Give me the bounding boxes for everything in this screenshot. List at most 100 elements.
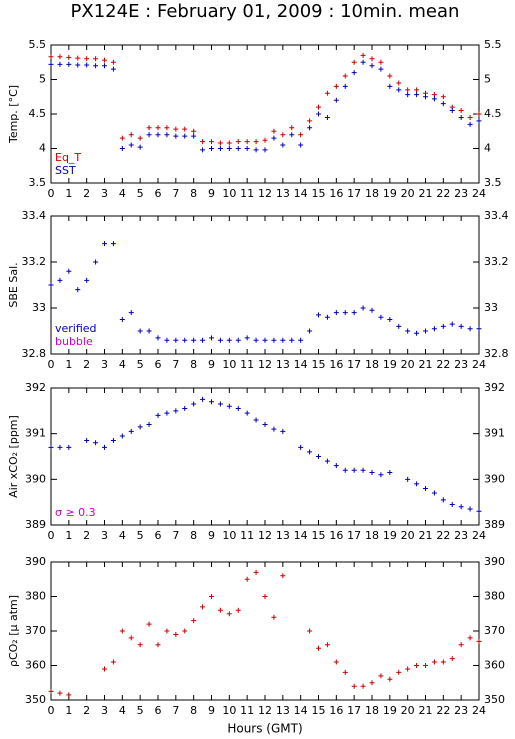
- data-point: [414, 87, 420, 93]
- data-point: [351, 310, 357, 316]
- data-point: [164, 132, 170, 138]
- x-tick-label: 24: [472, 187, 486, 200]
- x-tick-label: 6: [155, 358, 162, 371]
- x-tick-label: 4: [119, 187, 126, 200]
- y-tick-label: 4: [39, 142, 46, 155]
- data-point: [182, 133, 188, 139]
- data-point: [57, 61, 63, 67]
- x-tick-label: 10: [222, 704, 236, 717]
- data-point: [351, 683, 357, 689]
- data-point: [253, 147, 259, 153]
- y-tick-label-right: 4.5: [484, 107, 502, 120]
- x-tick-label: 21: [419, 358, 433, 371]
- data-point: [110, 438, 116, 444]
- y-tick-label: 4.5: [29, 107, 47, 120]
- x-tick-label: 23: [454, 358, 468, 371]
- x-tick-label: 17: [347, 529, 361, 542]
- data-point: [182, 628, 188, 634]
- x-tick-label: 23: [454, 704, 468, 717]
- data-point: [84, 277, 90, 283]
- data-point: [110, 66, 116, 72]
- data-point: [66, 692, 72, 698]
- x-tick-label: 20: [401, 358, 415, 371]
- data-point: [324, 642, 330, 648]
- x-tick-label: 3: [101, 358, 108, 371]
- y-tick-label: 3.5: [29, 176, 47, 189]
- data-point: [191, 401, 197, 407]
- data-point: [119, 433, 125, 439]
- data-point: [244, 139, 250, 145]
- data-point: [137, 328, 143, 334]
- data-point: [378, 673, 384, 679]
- y-tick-label: 5.5: [29, 38, 47, 51]
- y-tick-label: 392: [25, 381, 46, 394]
- data-point: [119, 146, 125, 151]
- x-tick-label: 11: [240, 529, 254, 542]
- x-tick-label: 2: [83, 187, 90, 200]
- data-point: [298, 142, 304, 148]
- x-tick-label: 16: [329, 358, 343, 371]
- annotation: σ ≥ 0.3: [55, 506, 96, 519]
- x-tick-label: 20: [401, 704, 415, 717]
- data-point: [217, 337, 223, 343]
- x-tick-label: 4: [119, 704, 126, 717]
- x-tick-label: 1: [65, 187, 72, 200]
- legend-entry: verified: [55, 322, 97, 335]
- data-point: [333, 659, 339, 665]
- y-tick-label-right: 33.2: [484, 255, 509, 268]
- data-point: [440, 497, 446, 503]
- x-tick-label: 5: [137, 529, 144, 542]
- x-tick-label: 10: [222, 358, 236, 371]
- data-point: [307, 628, 313, 634]
- y-tick-label-right: 5.5: [484, 38, 502, 51]
- x-tick-label: 15: [312, 187, 326, 200]
- data-point: [164, 628, 170, 634]
- data-point: [342, 310, 348, 316]
- x-tick-label: 17: [347, 704, 361, 717]
- data-point: [271, 128, 277, 134]
- data-point: [155, 335, 161, 341]
- data-point: [458, 642, 464, 648]
- data-point: [128, 142, 134, 148]
- x-tick-label: 13: [276, 358, 290, 371]
- data-point: [449, 656, 455, 662]
- data-point: [467, 635, 473, 641]
- data-point: [235, 139, 241, 145]
- data-point: [226, 337, 232, 343]
- x-tick-label: 9: [208, 358, 215, 371]
- data-point: [217, 401, 223, 407]
- data-point: [440, 323, 446, 329]
- y-tick-label-right: 33.4: [484, 209, 509, 222]
- data-point: [423, 485, 428, 491]
- y-tick-label-right: 390: [484, 472, 505, 485]
- data-point: [316, 645, 321, 651]
- x-tick-label: 13: [276, 704, 290, 717]
- x-tick-label: 4: [119, 358, 126, 371]
- chart-title: PX124E : February 01, 2009 : 10min. mean: [71, 1, 460, 22]
- data-point: [57, 277, 63, 283]
- data-point: [360, 59, 366, 65]
- y-tick-label-right: 350: [484, 693, 505, 706]
- x-tick-label: 9: [208, 704, 215, 717]
- data-point: [342, 73, 348, 79]
- data-point: [57, 444, 63, 450]
- y-tick-label: 389: [25, 518, 46, 531]
- data-point: [271, 426, 277, 432]
- data-point: [84, 438, 90, 444]
- x-tick-label: 13: [276, 187, 290, 200]
- x-tick-label: 24: [472, 358, 486, 371]
- data-point: [316, 312, 321, 318]
- data-point: [458, 114, 464, 120]
- data-point: [351, 59, 357, 65]
- x-tick-label: 18: [365, 529, 379, 542]
- y-tick-label: 33: [32, 301, 46, 314]
- data-point: [342, 467, 348, 473]
- x-tick-label: 3: [101, 187, 108, 200]
- data-point: [209, 335, 214, 341]
- x-tick-label: 23: [454, 187, 468, 200]
- data-point: [226, 140, 232, 146]
- x-tick-label: 17: [347, 358, 361, 371]
- data-point: [431, 490, 437, 496]
- x-tick-label: 7: [172, 529, 179, 542]
- data-point: [316, 104, 321, 110]
